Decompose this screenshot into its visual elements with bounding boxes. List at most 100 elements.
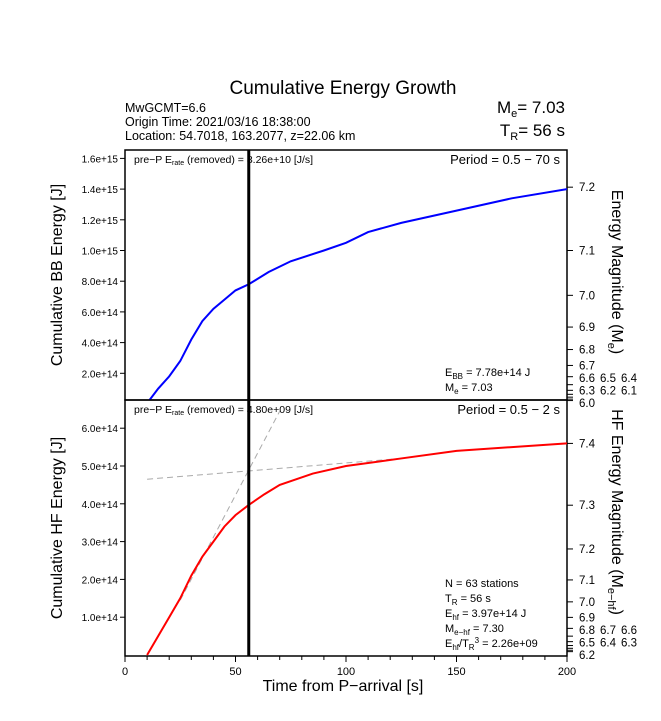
annot-sub: BB bbox=[452, 372, 463, 381]
tr-readout: TR= 56 s bbox=[500, 121, 565, 143]
y-tick-label: 1.0e+15 bbox=[82, 247, 119, 258]
annotation: TR = 56 s bbox=[445, 593, 491, 607]
y-tick-label: 6.0e+14 bbox=[82, 424, 119, 435]
y-axis-label: Cumulative HF Energy [J] bbox=[49, 437, 66, 619]
annot-sub: R bbox=[452, 598, 458, 607]
annot-t: M bbox=[445, 623, 454, 635]
y-tick-label: 8.0e+14 bbox=[82, 277, 119, 288]
annotation: Ehf = 3.97e+14 J bbox=[445, 608, 526, 622]
annot-t: E bbox=[445, 638, 452, 650]
me-label: M bbox=[497, 98, 511, 117]
y2-label-sub: e−hf bbox=[605, 588, 617, 611]
y2-tick-label: 6.9 bbox=[579, 612, 595, 624]
location: Location: 54.7018, 163.2077, z=22.06 km bbox=[125, 129, 355, 143]
y-tick-label: 1.2e+15 bbox=[82, 216, 119, 227]
y2-tick-label: 6.5 bbox=[600, 373, 616, 385]
chart-marks: 2.0e+14 4.0e+14 6.0e+14 8.0e+14 1.0e+15 1.2e+… bbox=[49, 149, 638, 678]
y2-label-end: ) bbox=[608, 610, 625, 615]
y-tick-label: 2.0e+14 bbox=[82, 369, 119, 380]
mw-label: MwGCMT=6.6 bbox=[125, 101, 206, 115]
y-tick-label: 1.4e+15 bbox=[82, 185, 119, 196]
y2-tick-label: 6.5 bbox=[579, 637, 595, 649]
y-tick-label: 2.0e+14 bbox=[82, 575, 119, 586]
y2-tick-label: 6.6 bbox=[579, 373, 595, 385]
y2-tick-label: 6.8 bbox=[579, 625, 595, 637]
y2-label-main: Energy Magnitude (M bbox=[608, 190, 625, 343]
y2-tick-label: 7.1 bbox=[579, 575, 595, 587]
y2-tick-label: 7.0 bbox=[579, 597, 595, 609]
x-tick-label: 150 bbox=[447, 666, 465, 678]
pre-p-a: pre−P E bbox=[134, 154, 172, 166]
y2-tick-label: 6.6 bbox=[621, 625, 637, 637]
annot-r2: = 2.26e+09 bbox=[479, 638, 538, 650]
y2-tick-label: 6.0 bbox=[579, 398, 595, 410]
annot-r: = 7.78e+14 J bbox=[463, 367, 530, 379]
chart-title: Cumulative Energy Growth bbox=[229, 78, 456, 99]
annot-t: N = 63 stations bbox=[445, 578, 519, 590]
annot-t: T bbox=[445, 593, 452, 605]
y2-tick-label: 7.2 bbox=[579, 182, 595, 194]
y2-tick-label: 6.7 bbox=[579, 360, 595, 372]
annot-r: /T bbox=[459, 638, 469, 650]
x-tick-label: 50 bbox=[229, 666, 241, 678]
y2-tick-label: 7.3 bbox=[579, 500, 595, 512]
tr-sub: R bbox=[510, 131, 518, 143]
annotation: Ehf/TR3 = 2.26e+09 bbox=[445, 636, 538, 652]
y2-label-main: HF Energy Magnitude (M bbox=[608, 409, 625, 588]
y2-axis-label: HF Energy Magnitude (Me−hf) bbox=[605, 409, 625, 615]
origin-time: Origin Time: 2021/03/16 18:38:00 bbox=[125, 115, 311, 129]
x-axis-label: Time from P−arrival [s] bbox=[263, 678, 424, 695]
me-value: = 7.03 bbox=[517, 98, 565, 117]
x-tick-label: 200 bbox=[558, 666, 576, 678]
period-label: Period = 0.5 − 70 s bbox=[450, 152, 560, 167]
pre-p-rate: pre−P Erate (removed) = 8.26e+10 [J/s] bbox=[134, 154, 313, 167]
annotation: Me = 7.03 bbox=[445, 382, 493, 396]
y2-tick-label: 6.3 bbox=[579, 385, 595, 397]
y2-tick-label: 6.3 bbox=[621, 637, 637, 649]
y-tick-label: 3.0e+14 bbox=[82, 538, 119, 549]
tr-value: = 56 s bbox=[518, 121, 565, 140]
annot-t: M bbox=[445, 382, 454, 394]
y2-tick-label: 6.2 bbox=[600, 385, 616, 397]
y-tick-label: 4.0e+14 bbox=[82, 500, 119, 511]
y2-tick-label: 7.4 bbox=[579, 438, 596, 450]
period-label: Period = 0.5 − 2 s bbox=[457, 402, 560, 417]
y2-tick-label: 6.9 bbox=[579, 322, 595, 334]
fit-line bbox=[147, 457, 402, 480]
y2-tick-label: 6.7 bbox=[600, 625, 616, 637]
me-sub: e bbox=[511, 108, 517, 120]
x-tick-label: 0 bbox=[122, 666, 128, 678]
annot-r: = 7.30 bbox=[470, 623, 504, 635]
y2-tick-label: 7.2 bbox=[579, 544, 595, 556]
panel-frame-0 bbox=[124, 149, 568, 401]
y2-label-end: ) bbox=[608, 349, 625, 354]
annot-t: E bbox=[445, 608, 452, 620]
pre-p-rate: pre−P Erate (removed) = 4.80e+09 [J/s] bbox=[134, 404, 313, 417]
pre-p-a: pre−P E bbox=[134, 404, 172, 416]
y2-label-sub: e bbox=[605, 343, 617, 349]
annot-r: = 3.97e+14 J bbox=[459, 608, 526, 620]
y-tick-label: 5.0e+14 bbox=[82, 462, 119, 473]
y-tick-label: 1.0e+14 bbox=[82, 613, 119, 624]
me-readout: Me= 7.03 bbox=[497, 98, 565, 120]
y-tick-label: 6.0e+14 bbox=[82, 308, 119, 319]
series-line bbox=[148, 188, 567, 400]
annotation: N = 63 stations bbox=[445, 578, 519, 590]
y2-tick-label: 7.1 bbox=[579, 246, 595, 258]
annotation: Me−hf = 7.30 bbox=[445, 623, 504, 637]
x-tick-label: 100 bbox=[337, 666, 355, 678]
y2-axis-label: Energy Magnitude (Me) bbox=[605, 190, 625, 354]
tr-label: T bbox=[500, 121, 510, 140]
y2-tick-label: 6.4 bbox=[621, 373, 638, 385]
annot-sup: 3 bbox=[475, 636, 480, 645]
annot-sub: e bbox=[454, 387, 459, 396]
annot-sub: e−hf bbox=[454, 628, 471, 637]
y2-tick-label: 6.2 bbox=[579, 650, 595, 662]
annot-r: = 7.03 bbox=[459, 382, 493, 394]
y2-tick-label: 6.8 bbox=[579, 345, 595, 357]
y2-tick-label: 7.0 bbox=[579, 290, 595, 302]
y-tick-label: 4.0e+14 bbox=[82, 339, 119, 350]
series-line bbox=[146, 442, 567, 656]
